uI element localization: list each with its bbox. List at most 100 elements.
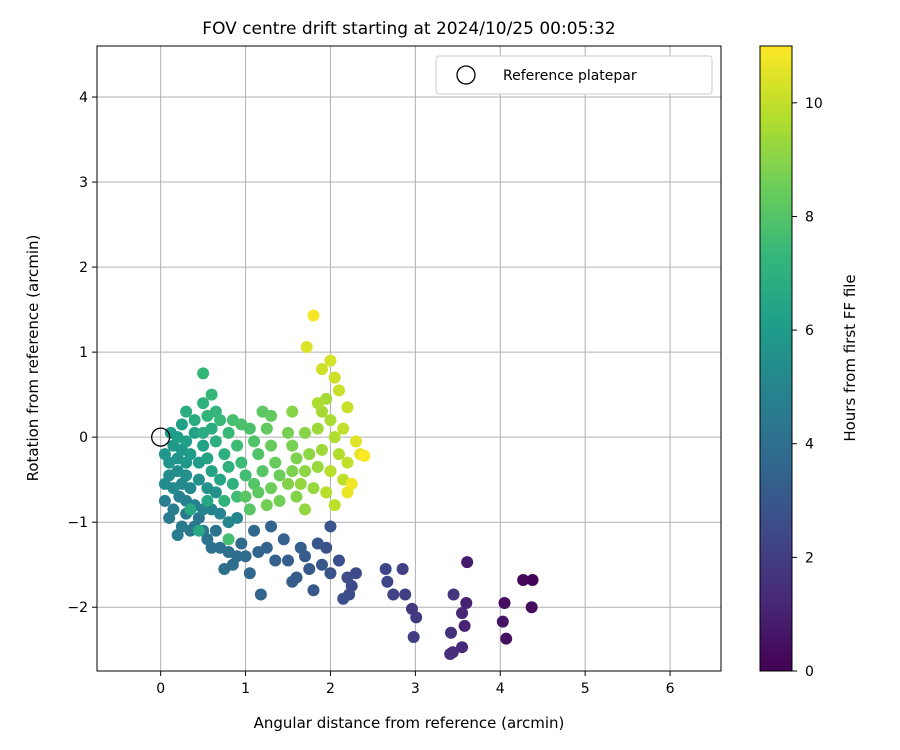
data-point — [192, 524, 205, 537]
data-point — [248, 435, 261, 448]
colorbar-tick-label: 10 — [805, 96, 823, 112]
y-tick-label: 3 — [79, 175, 88, 191]
data-point — [254, 588, 267, 601]
data-point — [311, 422, 324, 435]
y-tick-label: 2 — [79, 260, 88, 276]
data-point — [460, 596, 473, 609]
data-point — [222, 533, 235, 546]
data-point — [184, 503, 197, 516]
data-point — [222, 460, 235, 473]
y-axis-ticks: −2 −1 0 1 2 3 4 — [67, 90, 97, 616]
data-point — [282, 554, 295, 567]
x-tick-label: 5 — [581, 681, 590, 697]
data-point — [269, 456, 282, 469]
data-point — [332, 384, 345, 397]
data-point — [286, 575, 299, 588]
data-point — [282, 477, 295, 490]
data-point — [282, 426, 295, 439]
x-tick-label: 0 — [156, 681, 165, 697]
data-point — [299, 426, 311, 439]
data-point — [332, 554, 345, 567]
legend-reference-marker — [456, 65, 476, 85]
data-point — [461, 556, 474, 569]
data-point — [496, 615, 509, 628]
legend: Reference platepar — [435, 55, 713, 95]
data-point — [445, 626, 458, 639]
data-point — [303, 562, 316, 575]
data-point — [286, 405, 299, 418]
x-tick-label: 6 — [666, 681, 675, 697]
data-point — [180, 469, 193, 482]
data-point — [315, 363, 328, 376]
data-point — [226, 477, 239, 490]
colorbar: 0 2 4 6 8 10 Hours from first FF file — [759, 45, 859, 680]
data-point — [158, 494, 171, 507]
reference-platepar-marker — [151, 427, 171, 447]
data-point — [526, 574, 539, 587]
colorbar-gradient — [759, 45, 793, 672]
colorbar-label: Hours from first FF file — [841, 274, 859, 441]
data-point — [235, 456, 248, 469]
data-point — [235, 537, 248, 550]
data-point — [260, 422, 273, 435]
data-point — [248, 524, 261, 537]
data-point — [260, 499, 273, 512]
data-point — [243, 422, 256, 435]
data-point — [290, 490, 303, 503]
colorbar-tick-label: 0 — [805, 664, 814, 680]
legend-box — [435, 55, 713, 95]
data-point — [294, 477, 307, 490]
y-axis-label: Rotation from reference (arcmin) — [24, 235, 42, 482]
x-tick-label: 3 — [411, 681, 420, 697]
data-point — [158, 448, 171, 461]
data-point — [381, 575, 394, 588]
data-point — [458, 619, 471, 632]
data-point — [311, 460, 324, 473]
data-points — [158, 309, 539, 660]
data-point — [214, 507, 227, 520]
data-point — [205, 422, 218, 435]
data-point — [500, 632, 513, 645]
data-point — [256, 465, 269, 478]
data-point — [337, 422, 350, 435]
data-point — [328, 371, 341, 384]
data-point — [517, 574, 530, 587]
data-point — [315, 558, 328, 571]
data-point — [299, 503, 311, 516]
data-point — [396, 562, 409, 575]
data-point — [222, 426, 235, 439]
data-point — [231, 439, 244, 452]
data-point — [243, 567, 256, 580]
data-point — [209, 524, 222, 537]
data-point — [188, 414, 201, 427]
colorbar-tick-label: 8 — [805, 209, 814, 225]
data-point — [286, 465, 299, 478]
data-point — [294, 541, 307, 554]
grid-lines — [97, 46, 721, 671]
data-point — [358, 449, 371, 462]
data-point — [218, 448, 231, 461]
data-point — [273, 469, 286, 482]
data-point — [265, 439, 278, 452]
y-tick-label: −2 — [67, 600, 88, 616]
data-point — [315, 443, 328, 456]
data-point — [269, 554, 282, 567]
data-point — [188, 426, 201, 439]
data-point — [410, 611, 423, 624]
legend-entry-label: Reference platepar — [503, 68, 637, 84]
data-point — [184, 448, 197, 461]
data-point — [311, 537, 324, 550]
y-tick-label: 1 — [79, 345, 88, 361]
colorbar-tick-label: 4 — [805, 437, 814, 453]
y-tick-label: −1 — [67, 515, 88, 531]
data-point — [324, 520, 337, 533]
data-point — [167, 503, 180, 516]
y-tick-label: 0 — [79, 430, 88, 446]
data-point — [324, 465, 337, 478]
data-point — [231, 490, 244, 503]
data-point — [349, 435, 362, 448]
data-point — [456, 607, 469, 620]
colorbar-tick-label: 2 — [805, 550, 814, 566]
data-point — [273, 494, 286, 507]
